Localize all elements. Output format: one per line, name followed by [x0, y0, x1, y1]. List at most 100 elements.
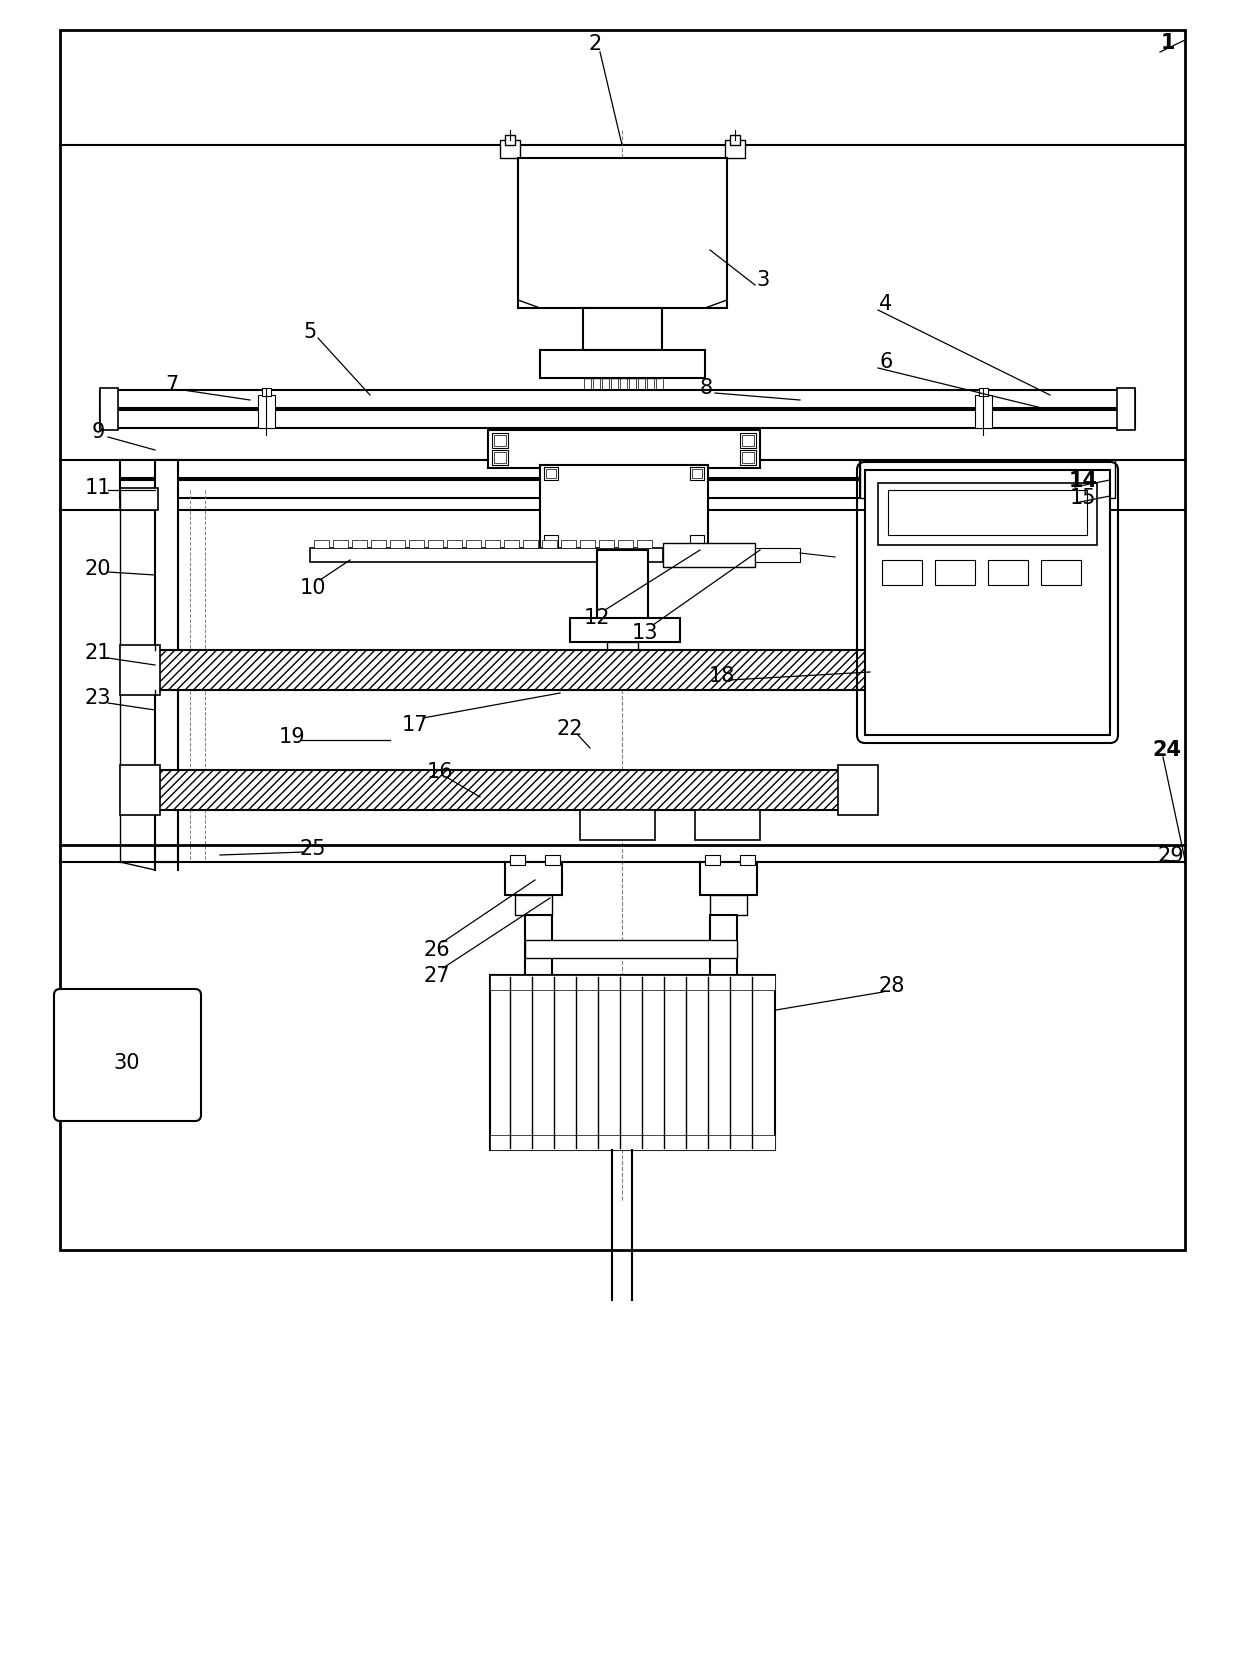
Bar — [560, 541, 577, 547]
Bar — [742, 436, 754, 446]
Bar — [694, 809, 760, 840]
Bar — [539, 350, 706, 377]
Bar — [466, 541, 481, 547]
Text: 16: 16 — [427, 763, 454, 783]
Text: 4: 4 — [879, 294, 893, 314]
Text: 1: 1 — [1161, 33, 1176, 53]
Bar — [596, 551, 649, 628]
Bar — [515, 895, 552, 915]
Bar — [639, 377, 645, 391]
Bar — [692, 469, 702, 477]
Text: 21: 21 — [84, 643, 112, 663]
Text: 5: 5 — [304, 322, 316, 342]
Text: 18: 18 — [709, 666, 735, 686]
Text: 20: 20 — [84, 559, 112, 579]
Bar — [982, 644, 1022, 694]
Bar — [935, 561, 975, 586]
Bar — [525, 915, 552, 978]
Bar — [314, 541, 329, 547]
Text: 11: 11 — [84, 477, 112, 497]
Bar — [882, 561, 923, 586]
Bar — [494, 452, 506, 462]
Bar — [601, 377, 609, 391]
Bar — [583, 309, 662, 350]
Bar — [490, 975, 775, 990]
Bar — [584, 377, 591, 391]
Bar — [155, 461, 179, 861]
Bar — [120, 487, 157, 511]
Text: 14: 14 — [1069, 471, 1097, 491]
Bar — [620, 377, 627, 391]
Text: 19: 19 — [279, 728, 305, 748]
Text: 6: 6 — [879, 352, 893, 372]
Bar — [980, 387, 988, 396]
Bar — [428, 541, 443, 547]
Bar — [838, 764, 878, 814]
Text: 8: 8 — [699, 377, 713, 397]
Bar — [647, 377, 653, 391]
Bar — [485, 541, 500, 547]
Text: 23: 23 — [84, 688, 112, 708]
Bar — [656, 377, 663, 391]
Text: 28: 28 — [879, 976, 905, 996]
Bar — [525, 940, 737, 958]
Text: 27: 27 — [424, 966, 450, 986]
Bar — [60, 30, 1185, 1250]
Bar — [608, 643, 639, 649]
Bar — [352, 541, 367, 547]
Bar — [510, 855, 525, 865]
Bar — [740, 432, 756, 447]
Text: 3: 3 — [756, 270, 770, 290]
Text: 22: 22 — [557, 719, 583, 739]
Bar — [711, 915, 737, 978]
Bar — [1042, 561, 1081, 586]
Bar — [500, 140, 520, 159]
Bar — [1117, 387, 1135, 431]
Bar — [629, 377, 636, 391]
Bar — [492, 451, 508, 466]
Bar — [505, 861, 562, 895]
Text: 13: 13 — [631, 623, 658, 643]
Bar — [580, 809, 655, 840]
Bar — [544, 536, 558, 551]
Bar — [711, 895, 746, 915]
Bar — [618, 541, 632, 547]
Bar — [611, 377, 618, 391]
Bar — [494, 436, 506, 446]
Bar — [742, 452, 754, 462]
Bar — [518, 159, 727, 309]
Bar — [689, 467, 704, 481]
Bar — [542, 541, 557, 547]
Bar — [446, 541, 463, 547]
Bar — [523, 541, 538, 547]
Bar — [100, 387, 118, 431]
Bar — [599, 541, 614, 547]
Bar — [258, 396, 275, 427]
Bar — [888, 491, 1087, 536]
Bar — [580, 541, 595, 547]
Bar — [663, 542, 755, 567]
Bar — [539, 466, 708, 551]
Text: 30: 30 — [114, 1053, 140, 1073]
Text: 26: 26 — [424, 940, 450, 960]
Text: 25: 25 — [300, 840, 326, 860]
Bar — [730, 135, 740, 145]
Text: 29: 29 — [1158, 846, 1184, 866]
Bar — [310, 547, 663, 562]
Bar — [546, 469, 556, 477]
Bar — [570, 618, 680, 643]
Text: 15: 15 — [1070, 487, 1096, 507]
Text: 17: 17 — [402, 714, 428, 734]
Bar — [100, 411, 1135, 427]
Bar — [861, 461, 1115, 497]
Bar — [988, 561, 1028, 586]
Text: 24: 24 — [1152, 739, 1182, 759]
Bar — [706, 855, 720, 865]
Bar — [155, 649, 985, 689]
Bar — [262, 387, 272, 396]
Text: 12: 12 — [584, 608, 610, 628]
Bar — [546, 855, 560, 865]
Bar — [503, 541, 520, 547]
Bar — [740, 855, 755, 865]
Text: 2: 2 — [588, 33, 601, 53]
